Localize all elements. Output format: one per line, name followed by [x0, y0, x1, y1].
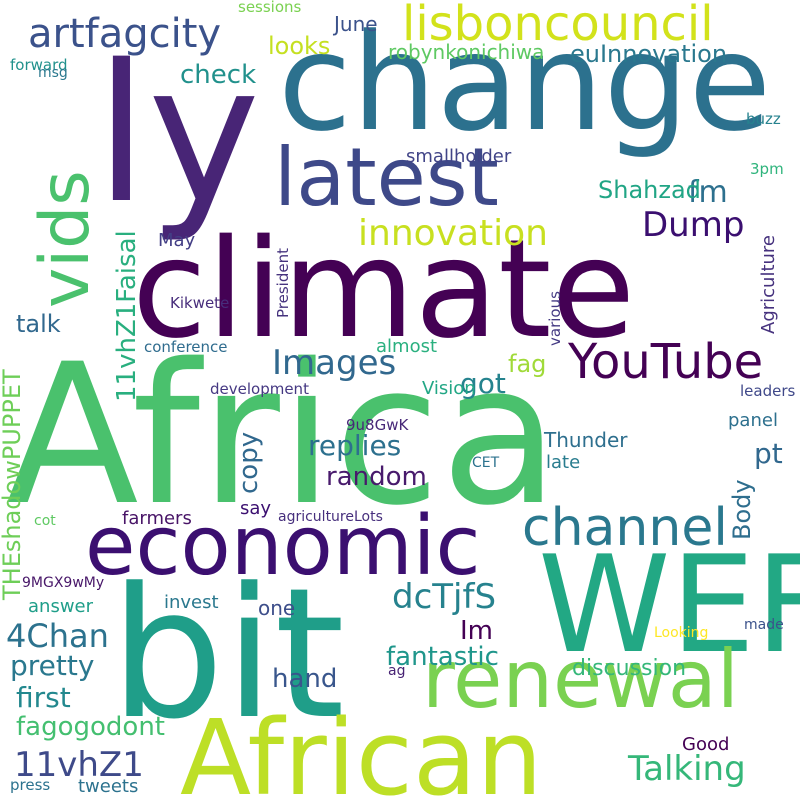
word-euinnovation: euInnovation: [570, 40, 728, 68]
word-development: development: [210, 380, 309, 398]
word-tweets: tweets: [78, 776, 139, 797]
word-copy: copy: [234, 431, 264, 494]
word-9u8gwk: 9u8GwK: [346, 416, 409, 434]
word-vids: vids: [26, 170, 105, 308]
word-almost: almost: [376, 336, 438, 357]
word-buzz: buzz: [746, 110, 781, 128]
word-check: check: [180, 60, 257, 90]
word-talk: talk: [16, 310, 61, 338]
word-dctjfs: dcTjfS: [392, 577, 497, 617]
word-vision: Vision: [422, 378, 476, 399]
word-wef: WEF: [538, 527, 800, 683]
word-panel: panel: [728, 410, 778, 431]
word-innovation: innovation: [358, 213, 548, 254]
word-answer: answer: [28, 596, 94, 617]
word-dump: Dump: [642, 205, 745, 245]
word-lisboncouncil: lisboncouncil: [402, 0, 714, 52]
word-first: first: [16, 681, 71, 714]
word-random: random: [326, 462, 427, 492]
word-4chan: 4Chan: [6, 617, 109, 655]
word-made: made: [744, 617, 784, 633]
word-got: got: [460, 367, 506, 400]
word-shahzad: Shahzad: [598, 176, 701, 204]
word-body: Body: [728, 479, 756, 540]
word-looking: Looking: [654, 625, 709, 641]
word-11vhz1: 11vhZ1: [14, 745, 144, 785]
word-economic: economic: [85, 499, 481, 594]
word-fantastic: fantastic: [386, 642, 499, 672]
word-late: late: [546, 452, 581, 473]
word-bit: bit: [110, 550, 345, 759]
word-latest: latest: [274, 131, 499, 224]
word-youtube: YouTube: [568, 334, 764, 390]
word-conference: conference: [144, 338, 228, 356]
word-fagogodont: fagogodont: [16, 712, 165, 742]
word-good: Good: [682, 734, 730, 755]
word-change: change: [278, 5, 772, 161]
word-ly: ly: [95, 24, 261, 245]
word-forward: forward: [10, 56, 68, 74]
word-african: African: [180, 697, 543, 800]
word-robynkonichiwa: robynkonichiwa: [388, 40, 545, 64]
word-msg: msg: [38, 65, 68, 81]
word-say: say: [240, 498, 272, 519]
word-theshadowpuppet: THEshadowPUPPET: [0, 369, 26, 600]
word-cot: cot: [34, 513, 56, 529]
word-agriculture: Agriculture: [758, 235, 779, 334]
word-cet: CET: [472, 455, 500, 471]
word-various: various: [546, 291, 564, 346]
word-farmers: farmers: [122, 508, 192, 529]
word-channel: channel: [522, 498, 728, 558]
word-sessions: sessions: [238, 0, 302, 16]
word-kikwete: Kikwete: [170, 294, 230, 312]
word-artfagcity: artfagcity: [28, 11, 222, 57]
word-fag: fag: [508, 350, 547, 378]
word-june: June: [334, 12, 378, 36]
word-smallholder: smallholder: [406, 146, 512, 167]
word-pretty: pretty: [10, 649, 95, 682]
word-3pm: 3pm: [750, 160, 784, 178]
word-9mgx9wmy: 9MGX9wMy: [22, 575, 105, 591]
word-may: May: [158, 230, 196, 251]
word-fm: fm: [688, 175, 728, 210]
word-thunder: Thunder: [544, 428, 628, 452]
word-im: Im: [460, 616, 493, 646]
word-leaders: leaders: [740, 382, 796, 400]
word-images: Images: [272, 343, 397, 383]
word-talking: Talking: [628, 749, 746, 789]
word-discussion: discussion: [572, 656, 687, 681]
word-africa: Africa: [6, 322, 560, 548]
word-climate: climate: [132, 211, 636, 369]
word-one: one: [258, 596, 296, 620]
word-hand: hand: [272, 664, 338, 694]
word-press: press: [10, 776, 51, 794]
word-11vhz1faisal: 11vhZ1Faisal: [112, 230, 142, 402]
word-pt: pt: [754, 437, 783, 470]
word-agriculturelots: agricultureLots: [278, 509, 383, 525]
word-replies: replies: [308, 429, 402, 462]
word-renewal: renewal: [422, 633, 739, 726]
word-ag: ag: [388, 663, 406, 679]
word-president: President: [274, 248, 292, 318]
word-invest: invest: [164, 592, 219, 613]
word-looks: looks: [268, 32, 331, 60]
